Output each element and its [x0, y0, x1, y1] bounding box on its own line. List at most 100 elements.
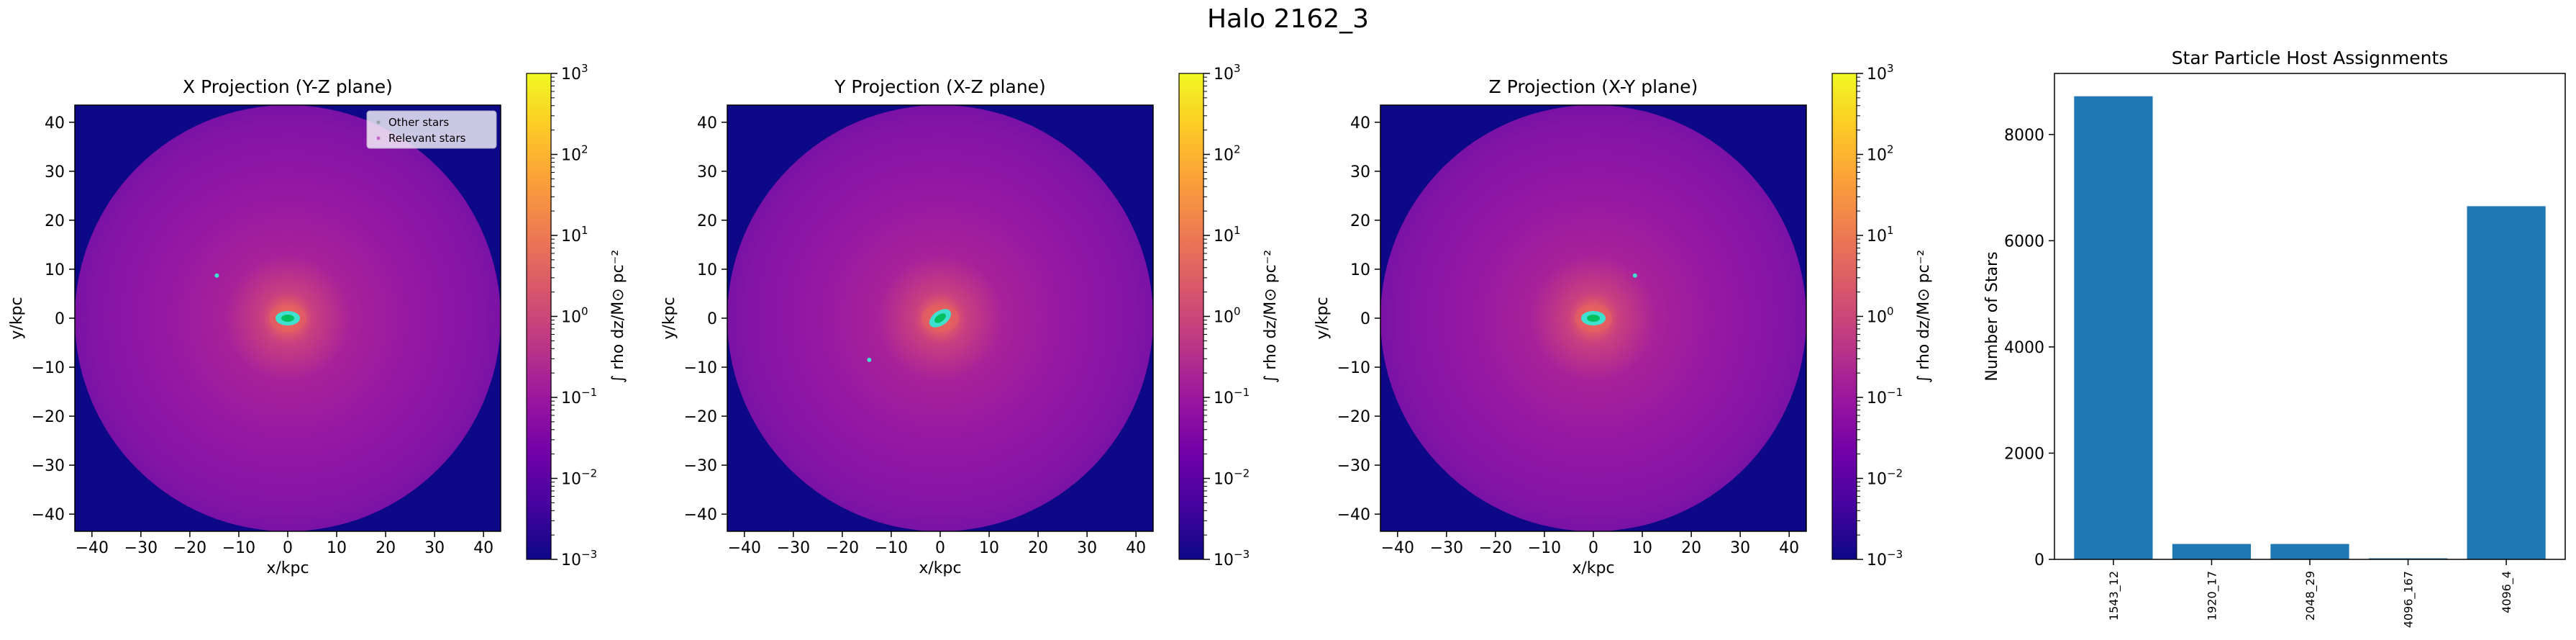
x-tick-label: 40 — [1779, 539, 1799, 557]
colorbar — [526, 73, 552, 560]
x-tick-label: −10 — [875, 539, 908, 557]
x-tick-label: 30 — [1077, 539, 1097, 557]
relevant-stars-core — [276, 311, 300, 325]
host-assignment-panel: Star Particle Host Assignments 1543_12 19… — [1971, 0, 2576, 640]
y-tick-label: 30 — [697, 163, 717, 181]
colorbar-label: ∫ rho dz/M⊙ pc⁻² — [1915, 250, 1933, 383]
category-label: 2048_29 — [2303, 571, 2318, 621]
category-label: 1543_12 — [2107, 571, 2121, 621]
y-tick-label: 0 — [55, 310, 65, 328]
panel-title: Y Projection (X-Z plane) — [834, 76, 1046, 97]
colorbar-tick-label: 10−2 — [1214, 467, 1250, 489]
satellite-stars — [1632, 273, 1637, 278]
y-tick-label: −20 — [32, 408, 65, 426]
dense-core — [934, 313, 946, 323]
y-tick-label: 20 — [697, 212, 717, 230]
y-axis-label: y/kpc — [8, 297, 26, 339]
colorbar-tick-label: 102 — [1867, 143, 1894, 165]
x-tick-label: −30 — [124, 539, 158, 557]
y-tick-label: 2000 — [2004, 445, 2044, 463]
colorbar-tick-label: 10−3 — [1214, 548, 1250, 569]
x-tick-label: 20 — [376, 539, 396, 557]
y-tick-label: −10 — [32, 359, 65, 377]
x-tick-label: 0 — [283, 539, 293, 557]
bar-4096_4 — [2467, 206, 2546, 559]
colorbar-tick-label: 10−1 — [1867, 386, 1903, 407]
z-projection-plot: −40 −40 −30 −30 −20 −20 −10 −10 0 0 10 10 20 20 30 30 40… — [1314, 62, 1933, 577]
y-projection-plot: −40 −40 −30 −30 −20 −20 −10 −10 0 0 10 10 20 20 30 30 40… — [660, 62, 1280, 577]
legend-box — [366, 110, 497, 149]
colorbar-label: ∫ rho dz/M⊙ pc⁻² — [609, 250, 627, 383]
x-tick-label: −30 — [1430, 539, 1463, 557]
bar-1543_12 — [2074, 96, 2153, 559]
y-axis-label: y/kpc — [1314, 297, 1332, 339]
x-tick-label: 10 — [979, 539, 999, 557]
y-tick-label: −30 — [32, 457, 65, 475]
y-tick-label: 0 — [2034, 551, 2044, 569]
x-axis-label: x/kpc — [1572, 559, 1614, 577]
host-assignment-bar-chart: 1543_12 1920_17 2048_29 4096_167 4096_4 0 2000… — [1983, 73, 2566, 628]
x-axis-label: x/kpc — [266, 559, 309, 577]
satellite-stars — [214, 273, 219, 278]
y-tick-label: −10 — [1337, 359, 1370, 377]
x-tick-label: −10 — [222, 539, 255, 557]
y-tick-label: −20 — [1337, 408, 1370, 426]
relevant-stars-core — [1581, 311, 1606, 325]
x-tick-label: −20 — [1479, 539, 1512, 557]
colorbar-tick-label: 101 — [1867, 224, 1894, 245]
colorbar — [1831, 73, 1857, 560]
y-tick-label: −30 — [1337, 457, 1370, 475]
other-stars-marker — [376, 120, 381, 125]
y-tick-label: −40 — [1337, 506, 1370, 524]
category-label: 4096_167 — [2402, 571, 2416, 628]
x-axis-label: x/kpc — [919, 559, 961, 577]
colorbar-tick-label: 10−3 — [1867, 548, 1903, 569]
y-tick-label: 10 — [1350, 261, 1370, 279]
dense-core — [1587, 315, 1600, 322]
panel-title: X Projection (Y-Z plane) — [183, 76, 393, 97]
panel-title: Z Projection (X-Y plane) — [1488, 76, 1698, 97]
y-tick-label: 4000 — [2004, 339, 2044, 357]
y-tick-label: −10 — [684, 359, 717, 377]
x-tick-label: −30 — [777, 539, 810, 557]
colorbar-tick-label: 103 — [1214, 62, 1241, 84]
y-tick-label: 10 — [697, 261, 717, 279]
legend-other-stars: Other stars — [388, 116, 449, 129]
x-tick-label: 10 — [327, 539, 347, 557]
x-tick-label: 0 — [1588, 539, 1598, 557]
colorbar-tick-label: 101 — [561, 224, 588, 245]
colorbar-tick-label: 10−2 — [1867, 467, 1903, 489]
dense-core — [281, 315, 294, 322]
x-tick-label: −20 — [173, 539, 206, 557]
bar-chart-title: Star Particle Host Assignments — [2171, 48, 2449, 68]
x-tick-label: −40 — [728, 539, 761, 557]
relevant-stars-marker — [376, 136, 381, 140]
colorbar-tick-label: 100 — [561, 305, 588, 327]
y-tick-label: 30 — [1350, 163, 1370, 181]
y-axis-label: Number of Stars — [1983, 251, 2001, 381]
colorbar-tick-label: 101 — [1214, 224, 1241, 245]
y-tick-label: 20 — [1350, 212, 1370, 230]
y-tick-label: −40 — [684, 506, 717, 524]
y-tick-label: −20 — [684, 408, 717, 426]
colorbar-tick-label: 102 — [1214, 143, 1241, 165]
colorbar-tick-label: 100 — [1214, 305, 1241, 327]
x-tick-label: 40 — [1126, 539, 1146, 557]
legend: Other stars Relevant stars — [366, 110, 497, 149]
x-tick-label: −20 — [826, 539, 859, 557]
x-projection-plot: −40 −40 −30 −30 −20 −20 −10 −10 0 0 10 10 20 20 30 30 40… — [8, 62, 627, 577]
y-tick-label: 40 — [697, 114, 717, 132]
colorbar-tick-label: 10−2 — [561, 467, 597, 489]
y-tick-label: −30 — [684, 457, 717, 475]
x-tick-label: 40 — [473, 539, 493, 557]
bar-2048_29 — [2270, 544, 2349, 559]
y-tick-label: 0 — [1360, 310, 1370, 328]
x-tick-label: 0 — [935, 539, 945, 557]
x-tick-label: 10 — [1632, 539, 1652, 557]
y-tick-label: 40 — [45, 114, 65, 132]
y-tick-label: 8000 — [2004, 127, 2044, 145]
y-tick-label: 10 — [45, 261, 65, 279]
colorbar-tick-label: 10−3 — [561, 548, 597, 569]
y-projection-panel: Y Projection (X-Z plane) −40 −40 −30 −30 −20… — [652, 0, 1285, 640]
